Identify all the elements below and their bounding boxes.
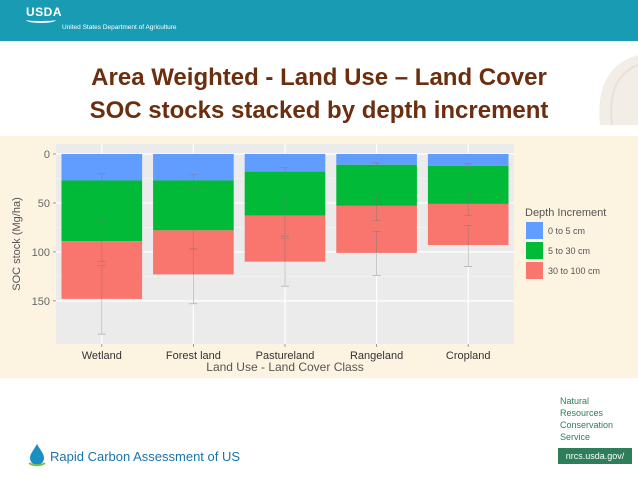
legend-label: 5 to 30 cm xyxy=(548,246,590,256)
error-bars xyxy=(97,162,473,335)
y-tick-label: 50 xyxy=(38,198,50,210)
bar-segment xyxy=(336,154,417,165)
nrcs-name-block: Natural Resources Conservation Service xyxy=(560,395,613,443)
y-axis: 0 50 100 150 xyxy=(32,149,56,308)
x-tick-label: Rangeland xyxy=(350,350,403,362)
bar-segment xyxy=(427,154,509,166)
legend-title: Depth Increment xyxy=(525,207,606,219)
decorative-leaf-icon xyxy=(599,55,638,125)
x-tick-label: Pastureland xyxy=(256,350,315,362)
slide-title-line-2: SOC stocks stacked by depth increment xyxy=(89,97,549,124)
bar-segment xyxy=(244,154,326,172)
usda-logo-text: USDA xyxy=(26,5,63,19)
legend-swatch xyxy=(526,262,543,279)
nrcs-line: Natural xyxy=(560,396,590,406)
water-drop-icon xyxy=(28,444,46,467)
chart-legend: Depth Increment 0 to 5 cm 5 to 30 cm 30 to … xyxy=(525,207,606,279)
nrcs-line: Conservation xyxy=(560,420,614,430)
y-tick-label: 100 xyxy=(32,247,50,259)
y-tick-label: 0 xyxy=(44,149,50,161)
legend-label: 0 to 5 cm xyxy=(548,226,585,236)
x-axis: Wetland Forest land Pastureland Rangeland Cr… xyxy=(82,344,491,362)
usda-swoosh-icon xyxy=(26,17,56,23)
usda-agency-name: United States Department of Agriculture xyxy=(62,24,177,31)
x-tick-label: Wetland xyxy=(82,350,122,362)
slide-title-line-1: Area Weighted - Land Use – Land Cover xyxy=(91,64,547,91)
soc-stacked-bar-chart: 0 50 100 150 Wetland Forest land Pastureland R… xyxy=(11,144,606,374)
legend-swatch xyxy=(526,242,543,259)
legend-swatch xyxy=(526,222,543,239)
x-axis-label: Land Use - Land Cover Class xyxy=(206,360,363,374)
legend-label: 30 to 100 cm xyxy=(548,266,600,276)
y-tick-label: 150 xyxy=(32,296,50,308)
nrcs-url-link[interactable]: nrcs.usda.gov/ xyxy=(558,448,632,464)
y-axis-label: SOC stock (Mg/ha) xyxy=(11,197,23,291)
nrcs-line: Resources xyxy=(560,408,604,418)
x-tick-label: Forest land xyxy=(166,350,221,362)
usda-logo: USDA xyxy=(26,5,62,23)
project-name: Rapid Carbon Assessment of US xyxy=(50,449,241,464)
x-tick-label: Cropland xyxy=(446,350,491,362)
nrcs-line: Service xyxy=(560,432,591,442)
usda-header-bar: USDA United States Department of Agricul… xyxy=(0,0,638,41)
